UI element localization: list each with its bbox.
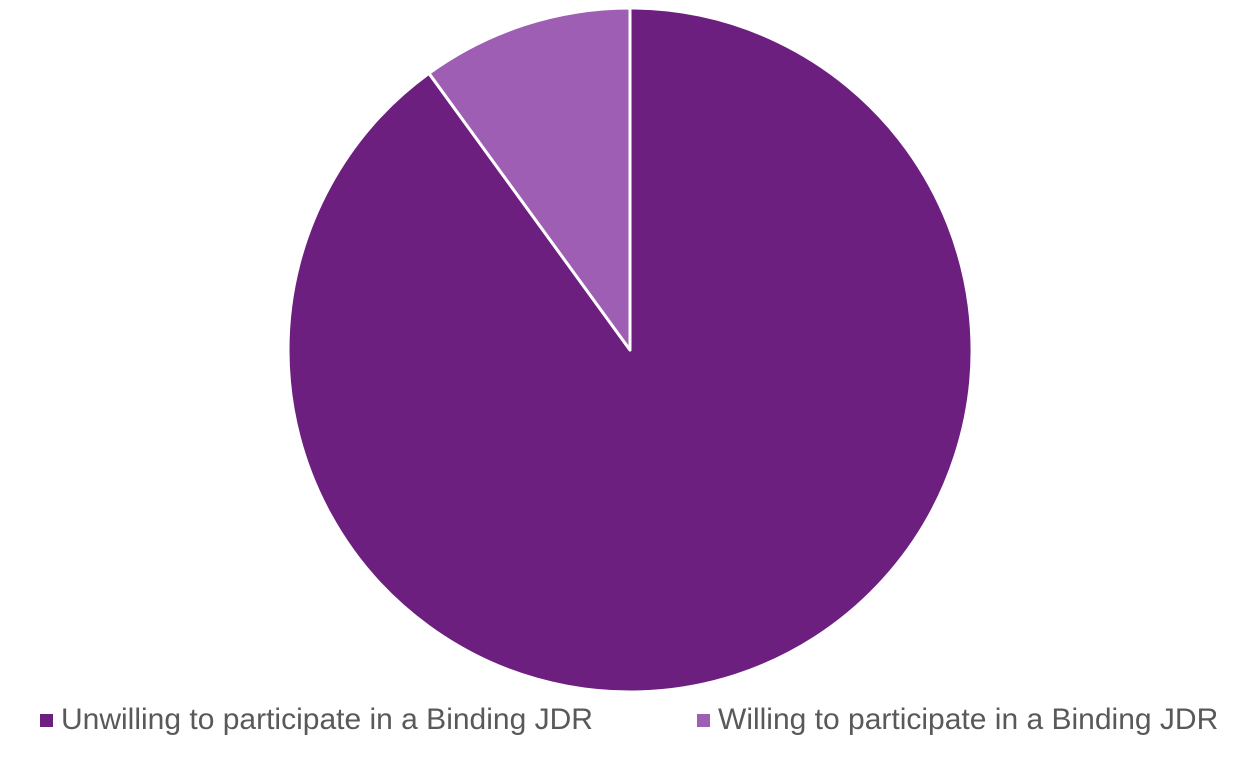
legend: Unwilling to participate in a Binding JD… [0,700,1257,740]
legend-swatch-unwilling [40,713,53,727]
legend-item-unwilling: Unwilling to participate in a Binding JD… [40,700,593,740]
legend-label-willing: Willing to participate in a Binding JDR [718,703,1219,736]
legend-label-unwilling: Unwilling to participate in a Binding JD… [61,703,593,736]
pie-chart [286,6,974,694]
pie-slice-1 [427,6,632,352]
legend-swatch-willing [697,713,710,727]
legend-item-willing: Willing to participate in a Binding JDR [697,700,1218,740]
